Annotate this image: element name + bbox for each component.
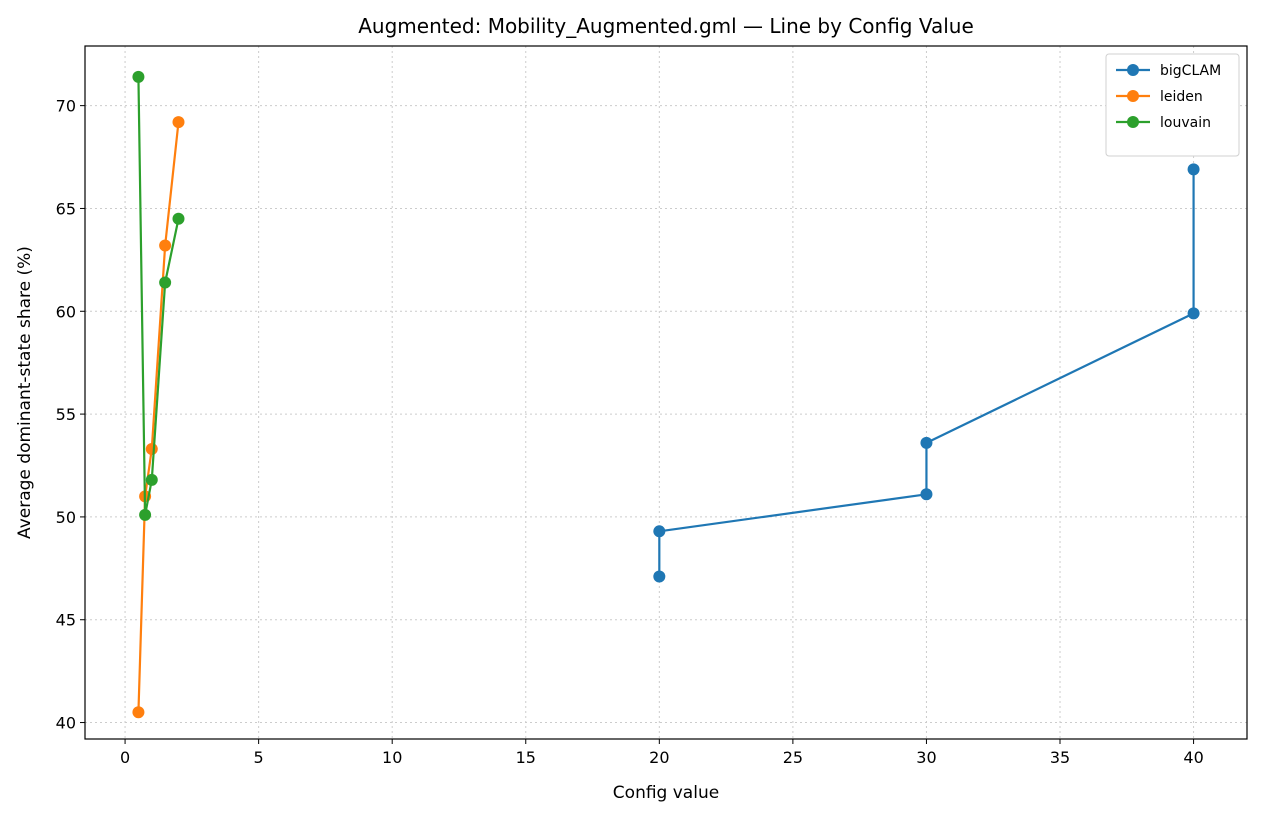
y-tick-label: 50 (56, 508, 76, 527)
legend-marker-bigCLAM (1127, 64, 1139, 76)
data-point-louvain (132, 70, 145, 83)
y-axis-label: Average dominant-state share (%) (15, 246, 35, 539)
legend-marker-louvain (1127, 116, 1139, 128)
data-point-bigCLAM (1187, 163, 1200, 176)
legend-label-leiden: leiden (1160, 89, 1203, 105)
x-tick-label: 10 (382, 748, 402, 767)
data-point-bigCLAM (1187, 307, 1200, 320)
data-point-leiden (132, 706, 145, 719)
data-point-louvain (172, 212, 185, 225)
legend-label-louvain: louvain (1160, 115, 1211, 131)
series-line-louvain (137, 76, 180, 516)
x-axis-label: Config value (613, 783, 719, 803)
y-tick-label: 65 (56, 199, 76, 218)
x-tick-label: 20 (649, 748, 669, 767)
series-layer (132, 70, 1200, 719)
data-point-bigCLAM (920, 488, 933, 501)
chart-title: Augmented: Mobility_Augmented.gml — Line… (358, 14, 974, 38)
y-tick-label: 55 (56, 405, 76, 424)
data-point-leiden (159, 239, 172, 252)
series-line-bigCLAM (658, 169, 1195, 577)
x-tick-label: 5 (254, 748, 264, 767)
series-louvain (132, 70, 185, 521)
y-tick-label: 60 (56, 302, 76, 321)
y-tick-label: 70 (56, 97, 76, 116)
legend-box (1105, 53, 1240, 157)
y-tick-label: 45 (56, 611, 76, 630)
x-tick-label: 15 (516, 748, 536, 767)
legend-marker-leiden (1127, 90, 1139, 102)
x-tick-label: 40 (1183, 748, 1203, 767)
grid (85, 46, 1247, 739)
x-axis-ticks: 0 5 10 15 20 25 30 35 40 (120, 739, 1204, 767)
y-tick-label: 40 (56, 714, 76, 733)
data-point-louvain (145, 473, 158, 486)
y-axis-ticks: 40 45 50 55 60 65 70 (56, 97, 85, 733)
x-tick-label: 30 (916, 748, 936, 767)
data-point-bigCLAM (920, 436, 933, 449)
data-point-leiden (145, 443, 158, 456)
legend: bigCLAM leiden louvain (1105, 53, 1240, 157)
plot-area-frame (84, 45, 1248, 740)
data-point-leiden (172, 116, 185, 129)
x-tick-label: 0 (120, 748, 130, 767)
x-tick-label: 35 (1050, 748, 1070, 767)
legend-label-bigCLAM: bigCLAM (1160, 63, 1221, 79)
data-point-bigCLAM (653, 525, 666, 538)
series-bigCLAM (653, 163, 1200, 583)
data-point-bigCLAM (653, 570, 666, 583)
data-point-louvain (139, 508, 152, 521)
x-tick-label: 25 (783, 748, 803, 767)
data-point-louvain (159, 276, 172, 289)
